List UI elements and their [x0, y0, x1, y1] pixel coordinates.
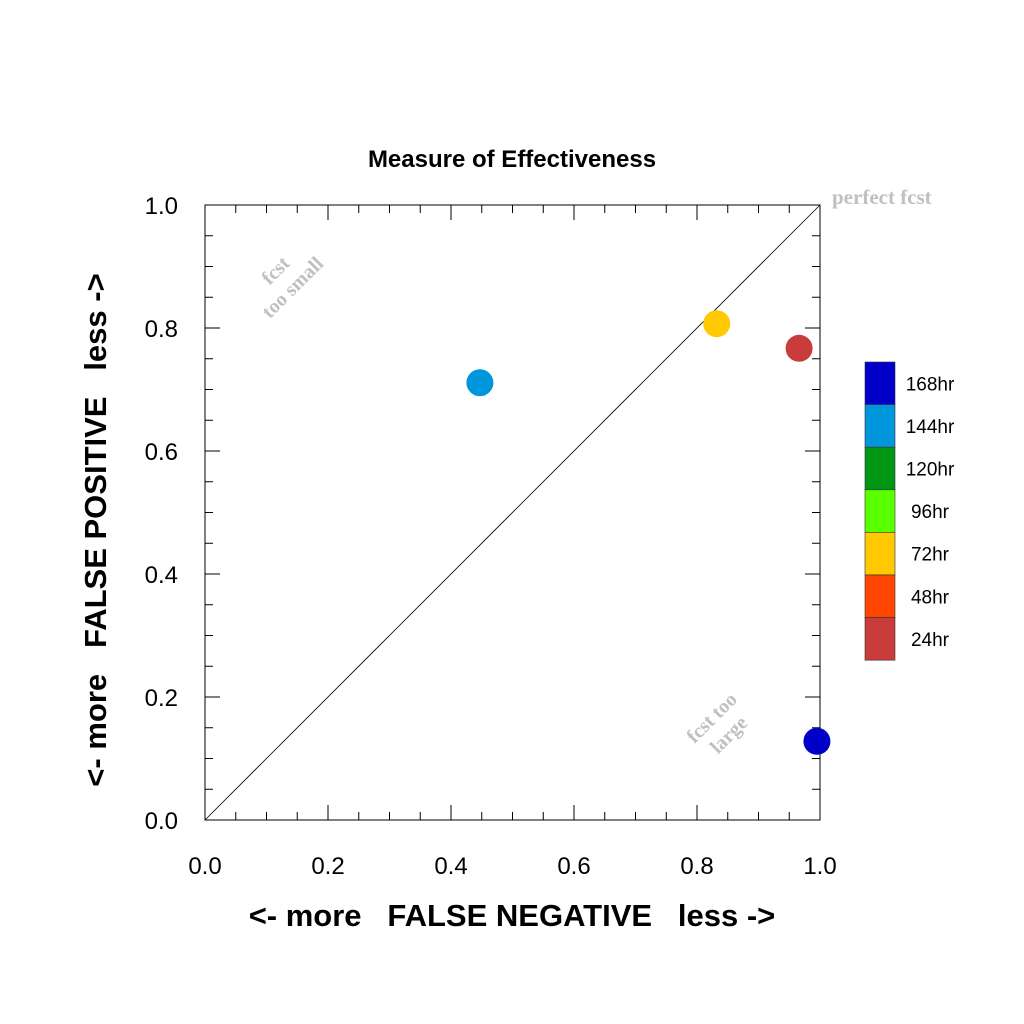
x-tick-label: 0.2: [311, 853, 344, 880]
y-tick-label: 1.0: [145, 193, 178, 220]
x-tick-label: 0.6: [557, 853, 590, 880]
legend-label-144hr: 144hr: [906, 417, 955, 438]
diagonal-reference-line: [204, 204, 821, 821]
axis-tick-labels: 0.0 0.2 0.4 0.6 0.8 1.0 0.0 0.2 0.4 0.6 0.8 1.0: [145, 193, 837, 880]
data-point-144hr: [466, 369, 494, 397]
y-tick-label: 0.0: [145, 808, 178, 835]
y-tick-label: 0.6: [145, 439, 178, 466]
legend-label-24hr: 24hr: [911, 630, 950, 651]
x-tick-label: 0.4: [434, 853, 467, 880]
x-tick-label: 1.0: [803, 853, 836, 880]
too-small-annotation: fcst too small: [257, 252, 328, 323]
y-tick-label: 0.2: [145, 685, 178, 712]
legend-label-96hr: 96hr: [911, 502, 950, 523]
x-tick-label: 0.0: [188, 853, 221, 880]
legend-swatch-168hr: [864, 361, 896, 405]
y-axis-title: <- more FALSE POSITIVE less ->: [78, 273, 113, 786]
legend-swatch-24hr: [864, 617, 896, 661]
y-tick-label: 0.4: [145, 562, 178, 589]
x-tick-label: 0.8: [680, 853, 713, 880]
legend-label-168hr: 168hr: [906, 374, 955, 395]
legend: 168hr 144hr 120hr 96hr 72hr 48hr 24hr: [864, 361, 955, 661]
chart-title: Measure of Effectiveness: [368, 146, 656, 173]
data-point-168hr: [803, 727, 831, 755]
x-axis-title: <- more FALSE NEGATIVE less ->: [249, 898, 776, 933]
data-points: [466, 310, 831, 755]
legend-swatch-120hr: [864, 446, 896, 491]
legend-swatch-96hr: [864, 489, 896, 533]
axis-ticks: [204, 204, 821, 821]
too-large-annotation: fcst too large: [683, 689, 753, 759]
legend-swatch-48hr: [864, 574, 896, 618]
y-tick-label: 0.8: [145, 316, 178, 343]
legend-label-72hr: 72hr: [911, 545, 950, 566]
data-point-72hr: [703, 310, 731, 338]
legend-label-120hr: 120hr: [906, 460, 955, 481]
legend-swatch-72hr: [864, 532, 896, 576]
perfect-fcst-annotation: perfect fcst: [832, 185, 932, 209]
data-point-24hr: [785, 334, 813, 362]
legend-swatch-144hr: [864, 404, 896, 448]
legend-label-48hr: 48hr: [911, 587, 950, 608]
